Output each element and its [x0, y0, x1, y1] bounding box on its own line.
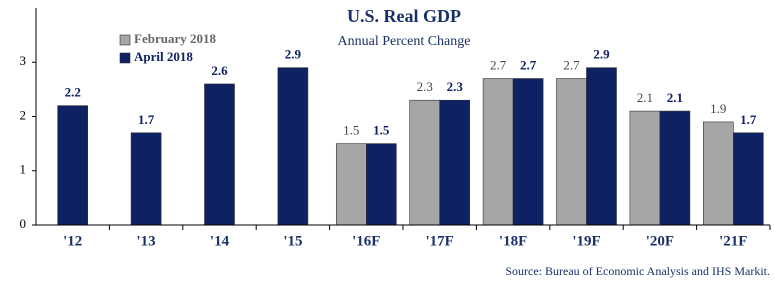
bar — [732, 132, 764, 226]
bar — [335, 143, 367, 226]
legend-label: February 2018 — [134, 31, 216, 46]
x-tick-label: '15 — [283, 233, 302, 249]
bar — [659, 110, 691, 226]
bar — [482, 78, 514, 226]
legend-swatch — [119, 34, 131, 46]
bar — [556, 78, 587, 226]
data-label: 2.7 — [490, 58, 507, 73]
data-label: 1.9 — [710, 101, 726, 116]
data-label: 2.7 — [520, 58, 537, 73]
y-tick-label: 3 — [20, 53, 27, 68]
legend-label: April 2018 — [134, 49, 193, 64]
bar — [702, 121, 734, 226]
data-label: 2.7 — [563, 58, 580, 73]
chart-subtitle: Annual Percent Change — [338, 34, 471, 49]
bar — [130, 132, 162, 226]
bar — [629, 110, 661, 226]
chart-title: U.S. Real GDP — [347, 6, 461, 26]
x-tick-label: '16F — [352, 233, 380, 249]
x-tick-label: '12 — [63, 233, 82, 249]
bar — [409, 99, 441, 226]
data-label: 1.5 — [343, 123, 359, 138]
bar — [204, 83, 235, 226]
data-label: 2.6 — [211, 63, 228, 78]
bar — [57, 105, 89, 226]
data-label: 2.9 — [285, 47, 302, 62]
bar — [439, 99, 471, 226]
data-label: 1.7 — [740, 112, 757, 127]
bar — [586, 67, 617, 226]
y-tick-label: 1 — [20, 162, 27, 177]
x-tick-label: '18F — [499, 233, 527, 249]
data-label: 2.3 — [447, 79, 464, 94]
x-tick-label: '21F — [719, 233, 747, 249]
data-label: 2.9 — [593, 47, 610, 62]
y-tick-label: 0 — [20, 216, 27, 231]
bar — [512, 78, 544, 226]
x-tick-label: '17F — [426, 233, 454, 249]
legend-swatch — [119, 52, 131, 64]
data-label: 2.3 — [417, 79, 433, 94]
x-tick-label: '19F — [572, 233, 600, 249]
data-label: 2.2 — [65, 85, 81, 100]
data-label: 1.5 — [373, 123, 390, 138]
x-tick-label: '14 — [210, 233, 230, 249]
x-tick-label: '13 — [137, 233, 156, 249]
bar — [365, 143, 397, 226]
source-note: Source: Bureau of Economic Analysis and … — [505, 264, 770, 278]
y-tick-label: 2 — [20, 107, 27, 122]
x-tick-label: '20F — [646, 233, 674, 249]
bar — [277, 67, 309, 226]
data-label: 2.1 — [667, 90, 683, 105]
data-label: 1.7 — [138, 112, 155, 127]
data-label: 2.1 — [637, 90, 653, 105]
